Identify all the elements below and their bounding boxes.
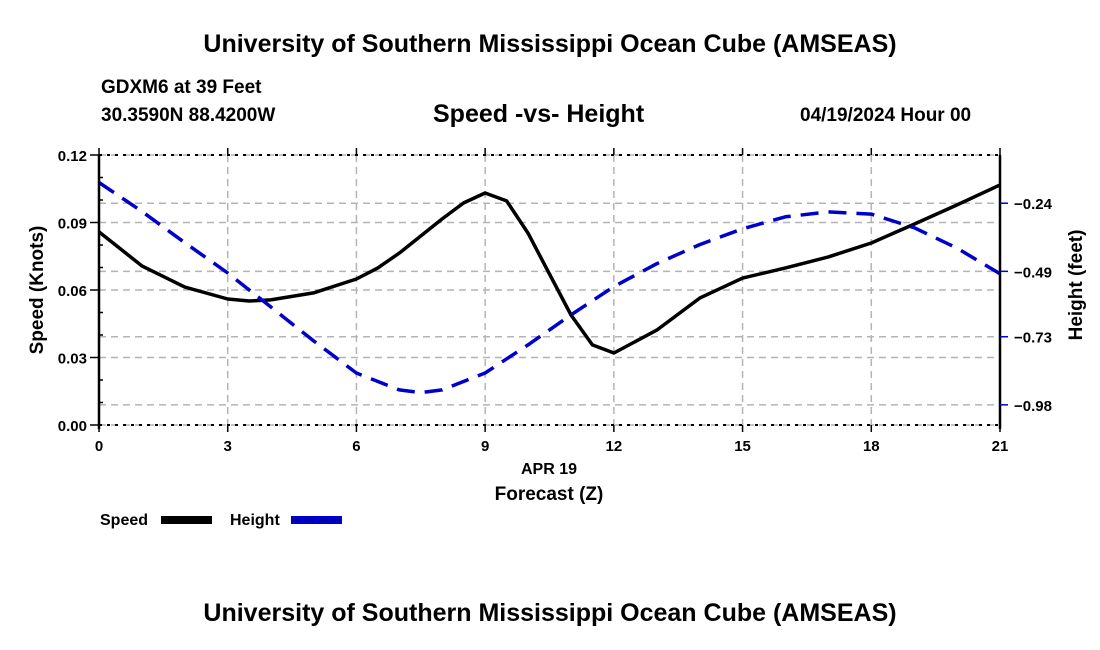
date-label: 04/19/2024 Hour 00 (800, 105, 972, 126)
y2-tick-label: −0.73 (1014, 330, 1052, 347)
x-tick-label: 21 (992, 438, 1009, 455)
y2-tick-label: −0.24 (1014, 196, 1053, 213)
y2-axis-label: Height (feet) (1066, 230, 1087, 341)
legend-swatch-speed (161, 516, 212, 524)
legend-label-height: Height (230, 512, 280, 529)
y-tick-label: 0.00 (58, 418, 87, 435)
x-tick-label: 12 (606, 438, 623, 455)
x-axis-date-label: APR 19 (521, 461, 577, 478)
x-tick-label: 6 (352, 438, 360, 455)
legend-swatch-height (291, 516, 342, 524)
x-axis-label: Forecast (Z) (495, 484, 604, 505)
x-tick-label: 0 (95, 438, 103, 455)
y2-tick-label: −0.98 (1014, 398, 1052, 415)
y-axis-label: Speed (Knots) (27, 226, 48, 355)
y-tick-label: 0.03 (58, 351, 87, 368)
y-tick-label: 0.09 (58, 216, 87, 233)
coordinates-label: 30.3590N 88.4200W (101, 105, 276, 126)
x-tick-label: 18 (863, 438, 880, 455)
x-tick-label: 3 (224, 438, 232, 455)
y2-tick-label: −0.49 (1014, 264, 1052, 281)
station-label: GDXM6 at 39 Feet (101, 77, 262, 98)
main-title: University of Southern Mississippi Ocean… (203, 30, 897, 58)
legend: Speed Height (100, 512, 342, 529)
grid (99, 154, 1000, 426)
legend-label-speed: Speed (100, 512, 148, 529)
series (97, 181, 1001, 395)
series-line-speed (97, 183, 1001, 355)
x-tick-label: 9 (481, 438, 489, 455)
y-tick-label: 0.12 (58, 148, 87, 165)
footer-title: University of Southern Mississippi Ocean… (203, 599, 897, 627)
y-tick-label: 0.06 (58, 283, 87, 300)
axes: Speed (Knots) Height (feet) APR 19 Forec… (27, 148, 1087, 505)
chart-title: Speed -vs- Height (433, 100, 645, 128)
series-line-height (98, 181, 1001, 395)
x-tick-label: 15 (734, 438, 751, 455)
